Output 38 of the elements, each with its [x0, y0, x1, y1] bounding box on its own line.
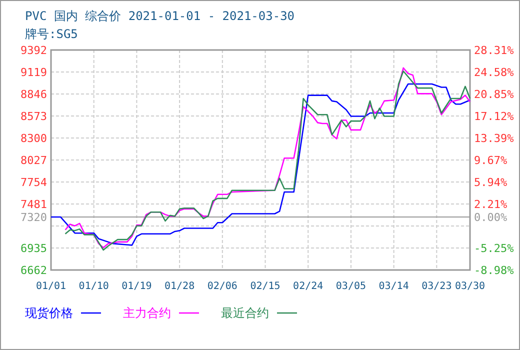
y-tick-label: 6935 [20, 242, 47, 255]
legend-label: 主力合约 [123, 306, 171, 320]
x-tick-label: 03/14 [378, 281, 409, 292]
chart-title: PVC 国内 综合价 2021-01-01 - 2021-03-30 [25, 9, 295, 23]
x-tick-label: 01/10 [78, 281, 109, 292]
y-tick-label: 7481 [20, 198, 47, 211]
y2-tick-label: 13.39% [474, 132, 514, 146]
x-tick-label: 01/19 [122, 281, 152, 292]
y2-tick-label: 28.31% [474, 44, 514, 57]
legend-label: 最近合约 [221, 306, 269, 320]
y2-tick-label: 17.12% [474, 110, 514, 124]
x-tick-label: 02/06 [207, 281, 238, 292]
y-tick-label: 8573 [20, 110, 47, 123]
y-tick-label: 8027 [20, 154, 47, 167]
x-tick-label: 01/01 [36, 281, 66, 292]
y-tick-label: 9119 [20, 66, 47, 79]
x-tick-label: 02/15 [250, 281, 280, 292]
y-tick-label: 7754 [20, 176, 48, 189]
y2-tick-label: 5.94% [474, 176, 508, 189]
y-tick-label: 9392 [20, 44, 47, 57]
y-tick-label: 8300 [20, 132, 47, 145]
y2-tick-label: 24.58% [474, 66, 514, 80]
legend-label: 现货价格 [25, 306, 73, 320]
y2-tick-label: 9.67% [474, 154, 508, 167]
x-tick-label: 03/05 [336, 281, 366, 292]
x-tick-label: 03/30 [454, 281, 486, 292]
y-tick-label: 7320 [20, 210, 47, 224]
x-tick-label: 03/23 [422, 281, 452, 292]
y-tick-label: 6662 [20, 264, 47, 277]
y2-tick-label: 2.21% [474, 198, 508, 211]
x-tick-label: 01/28 [164, 281, 195, 292]
x-tick-label: 02/24 [293, 281, 324, 292]
y2-tick-label: 0.00% [474, 211, 508, 224]
chart-subtitle: 牌号:SG5 [25, 27, 78, 41]
y2-tick-label: -8.98% [474, 264, 514, 277]
y-tick-label: 8846 [20, 88, 47, 101]
y2-tick-label: 20.85% [474, 88, 514, 102]
y2-tick-label: -5.25% [474, 242, 514, 255]
